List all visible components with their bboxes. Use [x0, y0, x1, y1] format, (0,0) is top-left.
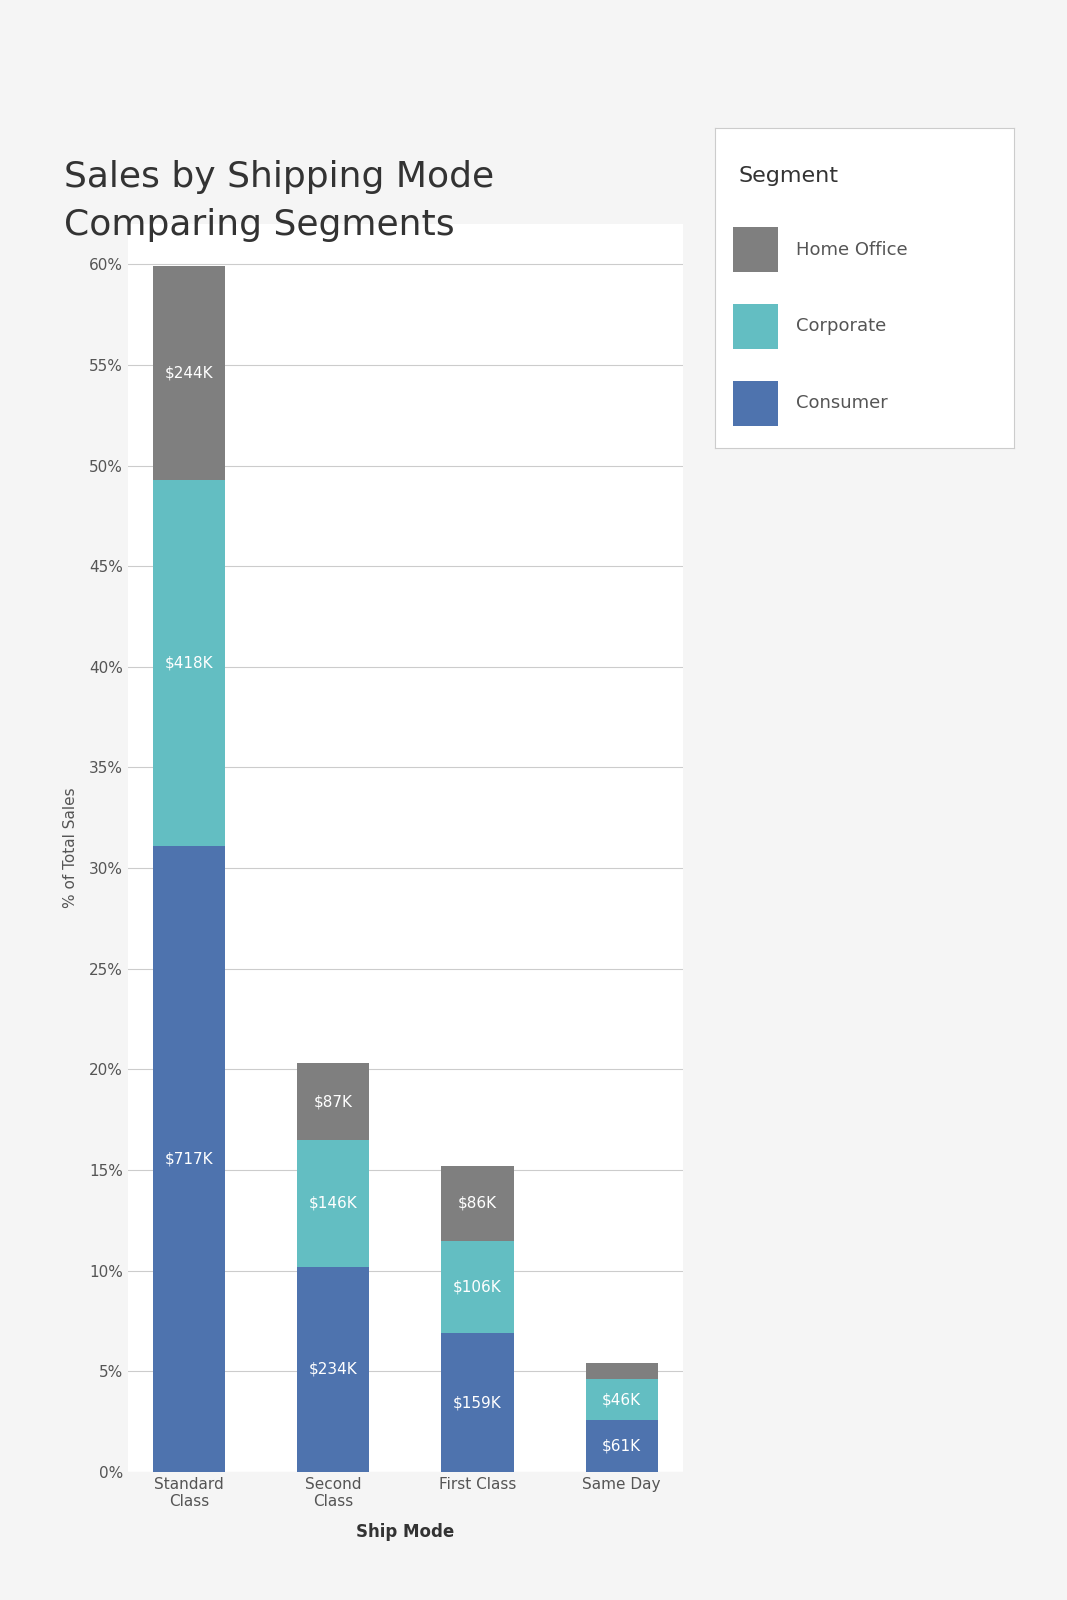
Text: $146K: $146K — [309, 1195, 357, 1211]
Text: Corporate: Corporate — [796, 317, 886, 336]
Bar — [298, 1139, 369, 1267]
Bar — [442, 1166, 513, 1240]
Bar — [154, 266, 225, 480]
Bar — [154, 846, 225, 1472]
Bar — [298, 1267, 369, 1472]
Y-axis label: % of Total Sales: % of Total Sales — [63, 787, 78, 909]
Text: $418K: $418K — [165, 656, 213, 670]
Text: Home Office: Home Office — [796, 240, 907, 259]
Text: $86K: $86K — [458, 1195, 497, 1211]
FancyBboxPatch shape — [733, 304, 778, 349]
Text: $61K: $61K — [602, 1438, 641, 1453]
Text: $717K: $717K — [165, 1152, 213, 1166]
Bar — [442, 1240, 513, 1333]
FancyBboxPatch shape — [733, 381, 778, 426]
Bar — [298, 1064, 369, 1139]
Text: Consumer: Consumer — [796, 394, 888, 413]
X-axis label: Ship Mode: Ship Mode — [356, 1523, 455, 1541]
FancyBboxPatch shape — [733, 227, 778, 272]
Bar — [586, 1379, 657, 1419]
Bar — [586, 1419, 657, 1472]
Text: Sales by Shipping Mode
Comparing Segments: Sales by Shipping Mode Comparing Segment… — [64, 160, 494, 242]
Bar — [442, 1333, 513, 1472]
Text: $87K: $87K — [314, 1094, 353, 1109]
Bar — [154, 480, 225, 846]
Text: $244K: $244K — [165, 365, 213, 381]
Text: $159K: $159K — [453, 1395, 501, 1410]
Text: $106K: $106K — [453, 1280, 501, 1294]
Text: $234K: $234K — [309, 1362, 357, 1378]
Text: Segment: Segment — [738, 166, 839, 187]
Bar — [586, 1363, 657, 1379]
Text: $46K: $46K — [602, 1392, 641, 1406]
